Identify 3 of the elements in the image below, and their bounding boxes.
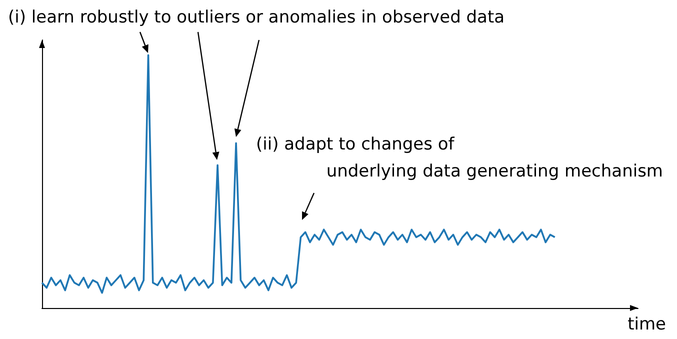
text: (i) learn robustly to outliers or anomalies in observed data xyxy=(8,8,505,28)
annotation: (ii) adapt to changes of underlying data generating mechanism xyxy=(256,134,663,182)
x-axis-title: time xyxy=(628,314,666,334)
